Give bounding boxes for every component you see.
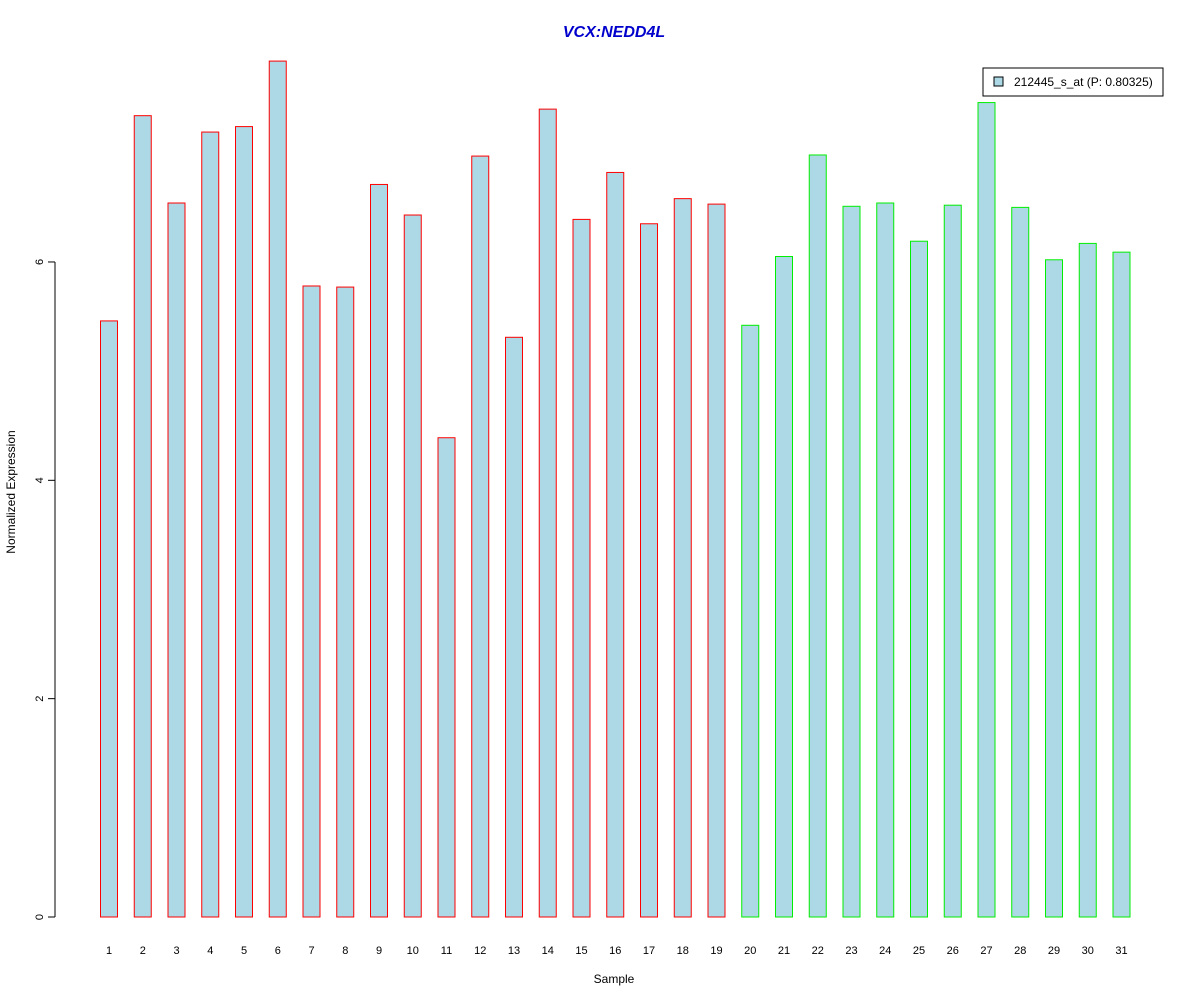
- chart-title: VCX:NEDD4L: [563, 24, 665, 41]
- bar: [302, 285, 321, 918]
- bar: [437, 437, 456, 918]
- x-tick-label: 14: [542, 945, 554, 957]
- y-tick-label: 4: [34, 477, 46, 483]
- legend-box: [982, 67, 1164, 97]
- y-axis: 0 2 4 6: [34, 259, 56, 920]
- bar: [606, 171, 625, 918]
- bar: [268, 60, 287, 918]
- bar: [673, 198, 692, 918]
- x-tick-label: 3: [173, 945, 179, 957]
- bar: [707, 203, 726, 918]
- x-tick-label: 30: [1082, 945, 1094, 957]
- y-tick-label: 0: [34, 914, 46, 920]
- x-tick-label: 23: [845, 945, 857, 957]
- bar: [133, 115, 152, 918]
- x-tick-label: 13: [508, 945, 520, 957]
- bar: [775, 256, 793, 918]
- x-tick-labels: 1 2 3 4 5 6 7 8 9 10 11 12 13 14 15 16 17 18 19 20 21 22 23 24 2…: [106, 945, 1128, 957]
- x-tick-label: 17: [643, 945, 655, 957]
- x-tick-label: 6: [275, 945, 281, 957]
- x-tick-label: 29: [1048, 945, 1060, 957]
- bars: [100, 60, 1131, 918]
- bar: [572, 218, 591, 918]
- bar: [167, 202, 186, 918]
- bar: [741, 324, 760, 918]
- x-tick-label: 15: [575, 945, 587, 957]
- bar: [808, 154, 827, 918]
- bar: [910, 240, 928, 918]
- x-tick-label: 7: [308, 945, 314, 957]
- bar: [1112, 251, 1131, 918]
- bar: [505, 336, 523, 918]
- bar: [1078, 242, 1097, 918]
- x-axis-label: Sample: [594, 972, 635, 986]
- bar: [336, 286, 355, 918]
- bar: [1011, 206, 1030, 918]
- bar: [403, 214, 422, 918]
- bar: [471, 155, 490, 918]
- x-tick-label: 10: [407, 945, 419, 957]
- bar: [977, 102, 996, 918]
- bar: [943, 204, 962, 918]
- legend-swatch: [993, 76, 1004, 87]
- bar: [235, 126, 253, 918]
- x-tick-label: 2: [140, 945, 146, 957]
- x-tick-label: 11: [441, 945, 452, 957]
- x-tick-label: 19: [710, 945, 722, 957]
- bar: [538, 108, 557, 918]
- x-tick-label: 22: [812, 945, 824, 957]
- x-tick-label: 24: [879, 945, 891, 957]
- legend: 212445_s_at (P: 0.80325): [982, 67, 1164, 97]
- legend-entry: 212445_s_at (P: 0.80325): [1014, 75, 1153, 89]
- x-tick-label: 16: [609, 945, 621, 957]
- x-tick-label: 4: [207, 945, 213, 957]
- x-tick-label: 20: [744, 945, 756, 957]
- x-tick-label: 12: [474, 945, 486, 957]
- x-tick-label: 31: [1115, 945, 1127, 957]
- x-tick-label: 25: [913, 945, 925, 957]
- x-tick-label: 18: [677, 945, 689, 957]
- bar: [370, 183, 388, 918]
- x-tick-label: 28: [1014, 945, 1026, 957]
- x-tick-label: 9: [376, 945, 382, 957]
- bar: [100, 320, 118, 918]
- y-tick-label: 2: [34, 696, 46, 702]
- y-tick-label: 6: [34, 259, 46, 265]
- x-tick-label: 1: [106, 945, 112, 957]
- x-tick-label: 8: [342, 945, 348, 957]
- bar: [1045, 259, 1063, 918]
- y-axis-label: Normalized Expression: [4, 430, 18, 553]
- x-tick-label: 27: [980, 945, 992, 957]
- bar: [640, 223, 658, 918]
- bar: [842, 205, 861, 918]
- x-tick-label: 26: [947, 945, 959, 957]
- x-tick-label: 5: [241, 945, 247, 957]
- bar: [876, 202, 895, 918]
- x-tick-label: 21: [778, 945, 790, 957]
- bar: [201, 131, 220, 918]
